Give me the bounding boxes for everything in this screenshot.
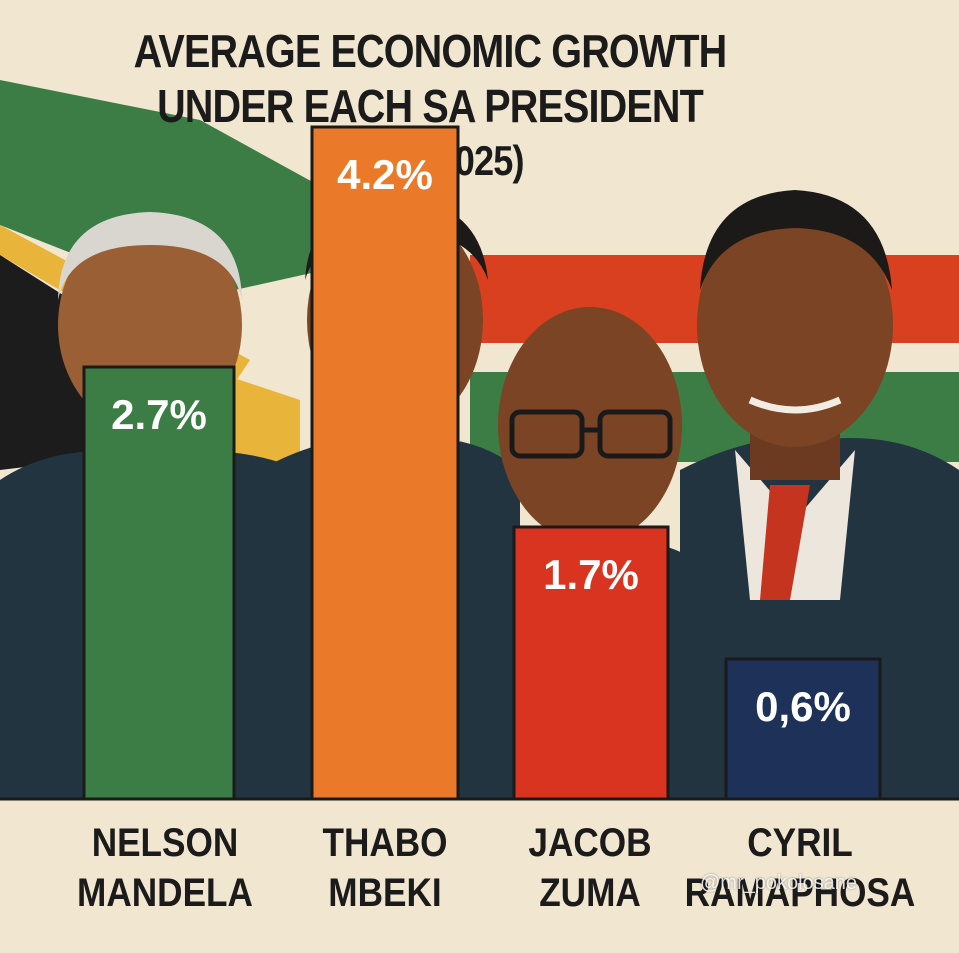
category-label-3-1: JACOB [528,820,651,865]
category-label-4-2: RAMAPHOSA [685,870,916,915]
category-label-3-2: ZUMA [539,870,641,915]
category-label-4-1: CYRIL [747,820,853,865]
bar-4 [724,657,882,801]
category-label-1-2: MANDELA [77,870,253,915]
bar-3 [512,525,670,801]
category-label-2-2: MBEKI [328,870,441,915]
category-label-1-1: NELSON [92,820,239,865]
value-label-4: 0,6% [755,683,851,730]
value-label-3: 1.7% [543,551,639,598]
category-label-2-1: THABO [322,820,447,865]
value-label-2: 4.2% [337,151,433,198]
title-line-1: AVERAGE ECONOMIC GROWTH [133,25,728,77]
value-label-1: 2.7% [111,391,207,438]
title-line-2: UNDER EACH SA PRESIDENT [157,80,704,132]
bar-1 [82,365,236,801]
ground-strip [0,799,959,953]
bar-2 [310,125,460,801]
watermark: @mr_pokolosane [700,872,858,894]
